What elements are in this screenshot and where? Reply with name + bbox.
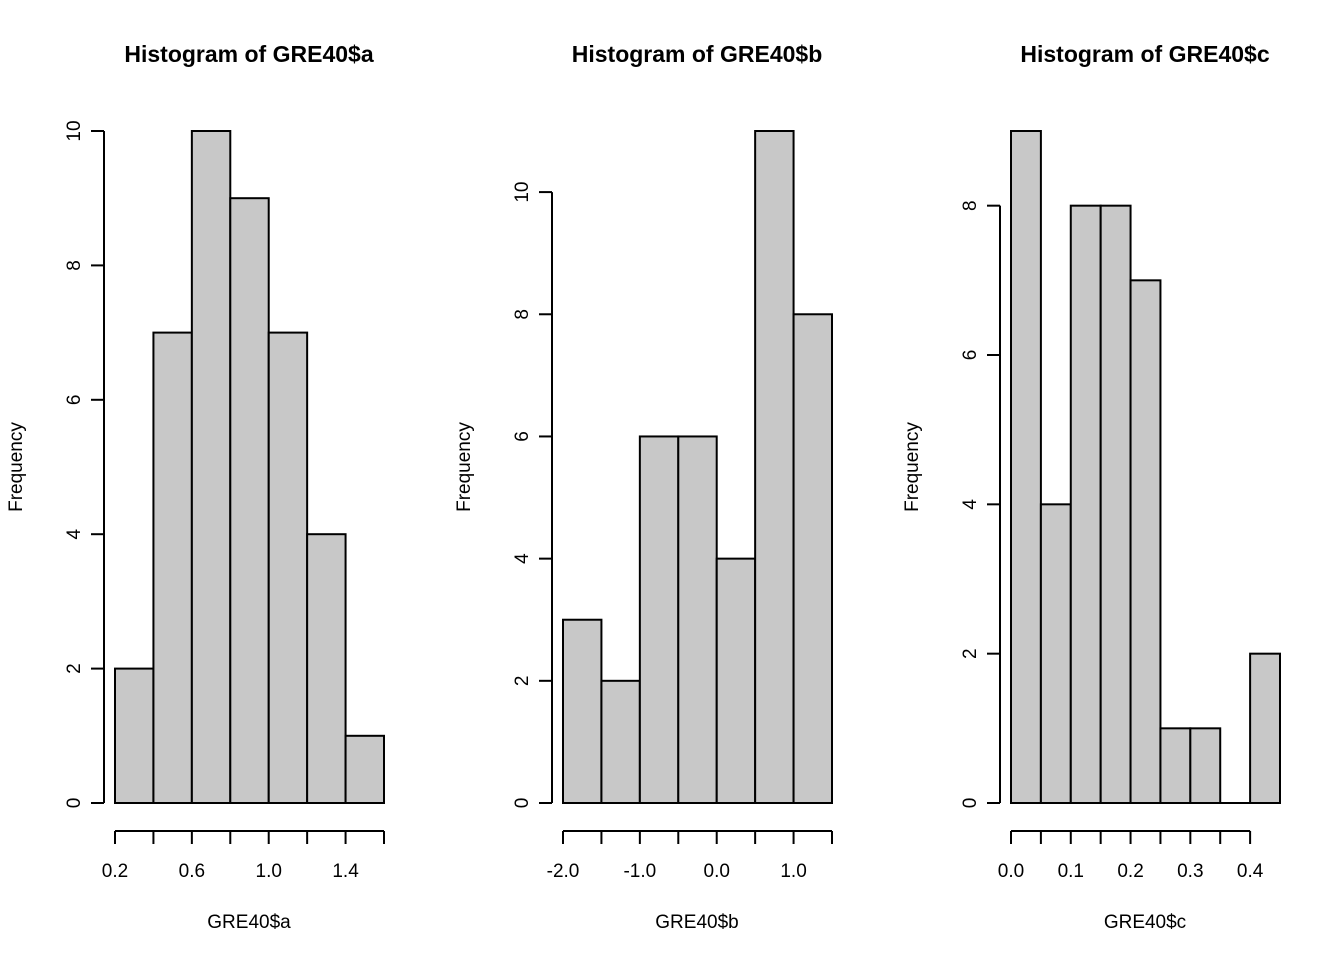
y-tick-label: 2 xyxy=(512,676,533,687)
histogram-bar xyxy=(1069,204,1102,804)
chart-title: Histogram of GRE40$c xyxy=(1020,41,1269,67)
histogram-bar xyxy=(1249,652,1281,805)
x-tick-label: 1.0 xyxy=(780,861,806,882)
y-tick-label: 4 xyxy=(64,528,85,539)
histogram-panel-3: Histogram of GRE40$c 0.0 0.1 0.2 0.3 0.4 GRE40… xyxy=(902,41,1281,933)
x-tick-label: 0.4 xyxy=(1237,861,1264,882)
y-tick-label: 0 xyxy=(512,798,533,809)
y-axis-label: Frequency xyxy=(902,422,923,512)
x-tick-label: 0.3 xyxy=(1177,861,1203,882)
histogram-panel-2: Histogram of GRE40$b -2.0 -1.0 0.0 1.0 GRE40$… xyxy=(454,41,833,933)
y-tick-label: 0 xyxy=(960,798,981,809)
histogram-bar xyxy=(715,557,757,804)
histogram-bar xyxy=(152,331,193,804)
y-axis-label: Frequency xyxy=(454,422,475,512)
x-tick-label: 0.2 xyxy=(102,861,128,882)
histogram-bar xyxy=(114,667,155,804)
y-tick-label: 10 xyxy=(512,182,533,203)
y-tick-label: 6 xyxy=(512,431,533,442)
histogram-bar xyxy=(1099,204,1132,804)
histogram-panel-1: Histogram of GRE40$a 0.2 0.6 1.0 1.4 GRE40$a 0… xyxy=(6,41,386,933)
x-tick-label: 0.0 xyxy=(998,861,1024,882)
y-tick-label: 10 xyxy=(64,120,85,141)
y-tick-label: 8 xyxy=(960,200,981,211)
chart-title: Histogram of GRE40$a xyxy=(124,41,373,67)
y-tick-label: 6 xyxy=(64,395,85,406)
histogram-bar xyxy=(1189,727,1222,804)
x-tick-label: 1.4 xyxy=(332,861,359,882)
y-tick-label: 2 xyxy=(960,648,981,659)
chart-title: Histogram of GRE40$b xyxy=(572,41,823,67)
x-axis-label: GRE40$a xyxy=(207,912,291,933)
histogram-bar xyxy=(1039,503,1072,804)
x-tick-label: 1.0 xyxy=(256,861,282,882)
y-tick-label: 2 xyxy=(64,663,85,674)
x-tick-label: 0.1 xyxy=(1058,861,1084,882)
histogram-bar xyxy=(677,435,718,804)
histogram-bar xyxy=(754,130,795,804)
histogram-bar xyxy=(1129,279,1162,805)
histogram-bar xyxy=(190,130,232,804)
y-tick-label: 0 xyxy=(64,798,85,809)
x-axis-label: GRE40$c xyxy=(1104,912,1186,933)
histogram-bar xyxy=(267,331,309,804)
x-tick-label: -1.0 xyxy=(623,861,656,882)
histogram-bar xyxy=(638,435,680,804)
x-tick-label: -2.0 xyxy=(547,861,580,882)
x-tick-label: 0.0 xyxy=(704,861,730,882)
histogram-bar xyxy=(1159,727,1192,804)
y-axis-label: Frequency xyxy=(6,422,27,512)
histogram-bar xyxy=(600,679,641,804)
histogram-bar xyxy=(229,197,270,804)
x-tick-label: 0.2 xyxy=(1117,861,1143,882)
x-tick-label: 0.6 xyxy=(179,861,205,882)
y-tick-label: 8 xyxy=(512,309,533,320)
histogram-bar xyxy=(562,618,603,805)
x-axis-label: GRE40$b xyxy=(655,912,738,933)
y-tick-label: 8 xyxy=(64,260,85,271)
histogram-bar xyxy=(1010,130,1042,804)
y-tick-label: 4 xyxy=(960,499,981,510)
y-tick-label: 4 xyxy=(512,553,533,564)
histogram-bar xyxy=(306,533,347,804)
histogram-bar xyxy=(344,734,386,804)
y-tick-label: 6 xyxy=(960,350,981,361)
histogram-bar xyxy=(792,313,833,804)
